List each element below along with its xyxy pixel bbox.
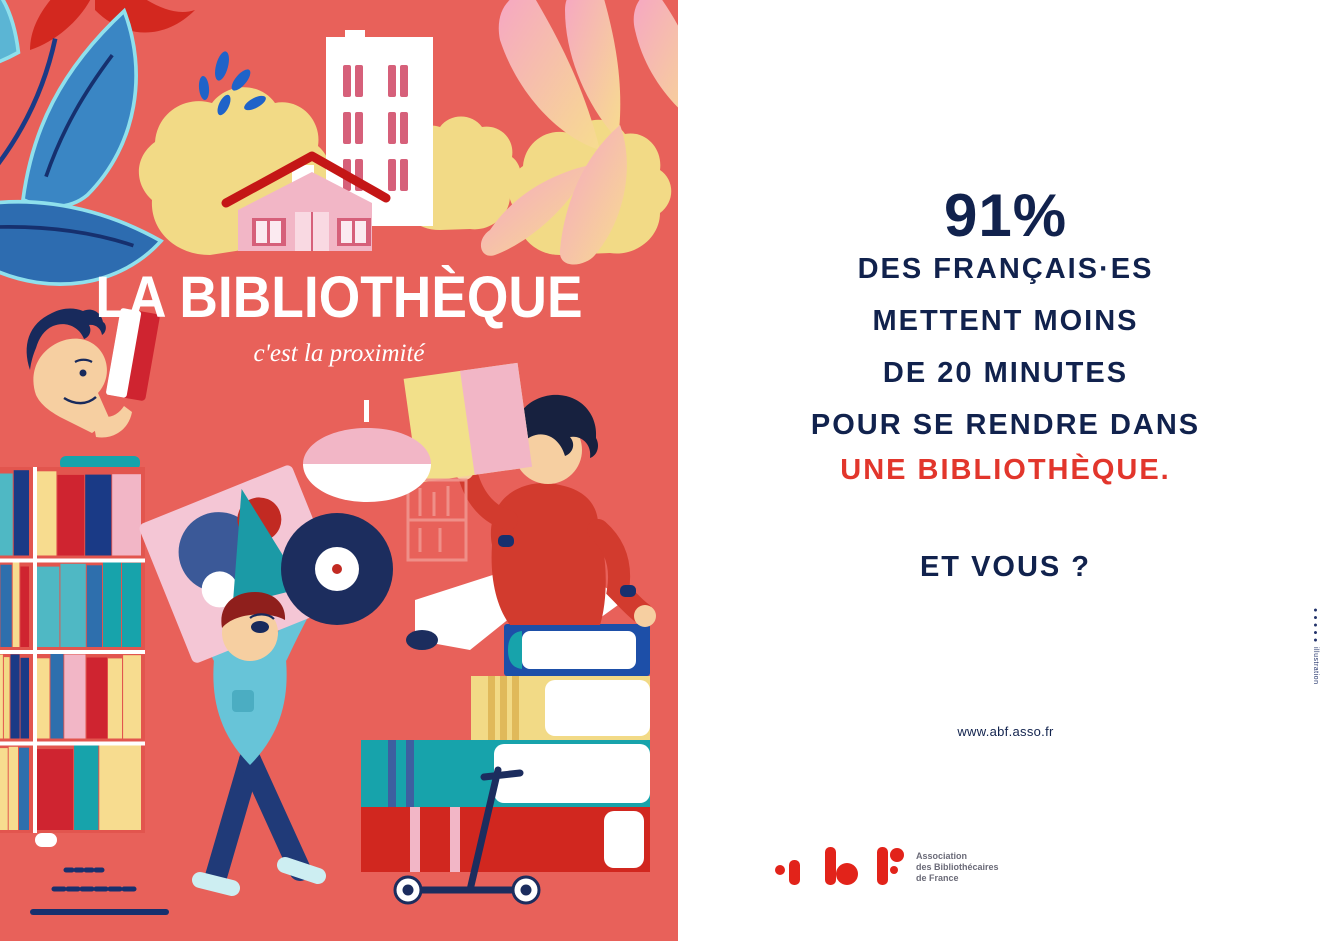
svg-text:de France: de France	[916, 873, 959, 883]
svg-text:des Bibliothécaires: des Bibliothécaires	[916, 862, 999, 872]
svg-text:Association: Association	[916, 851, 967, 861]
